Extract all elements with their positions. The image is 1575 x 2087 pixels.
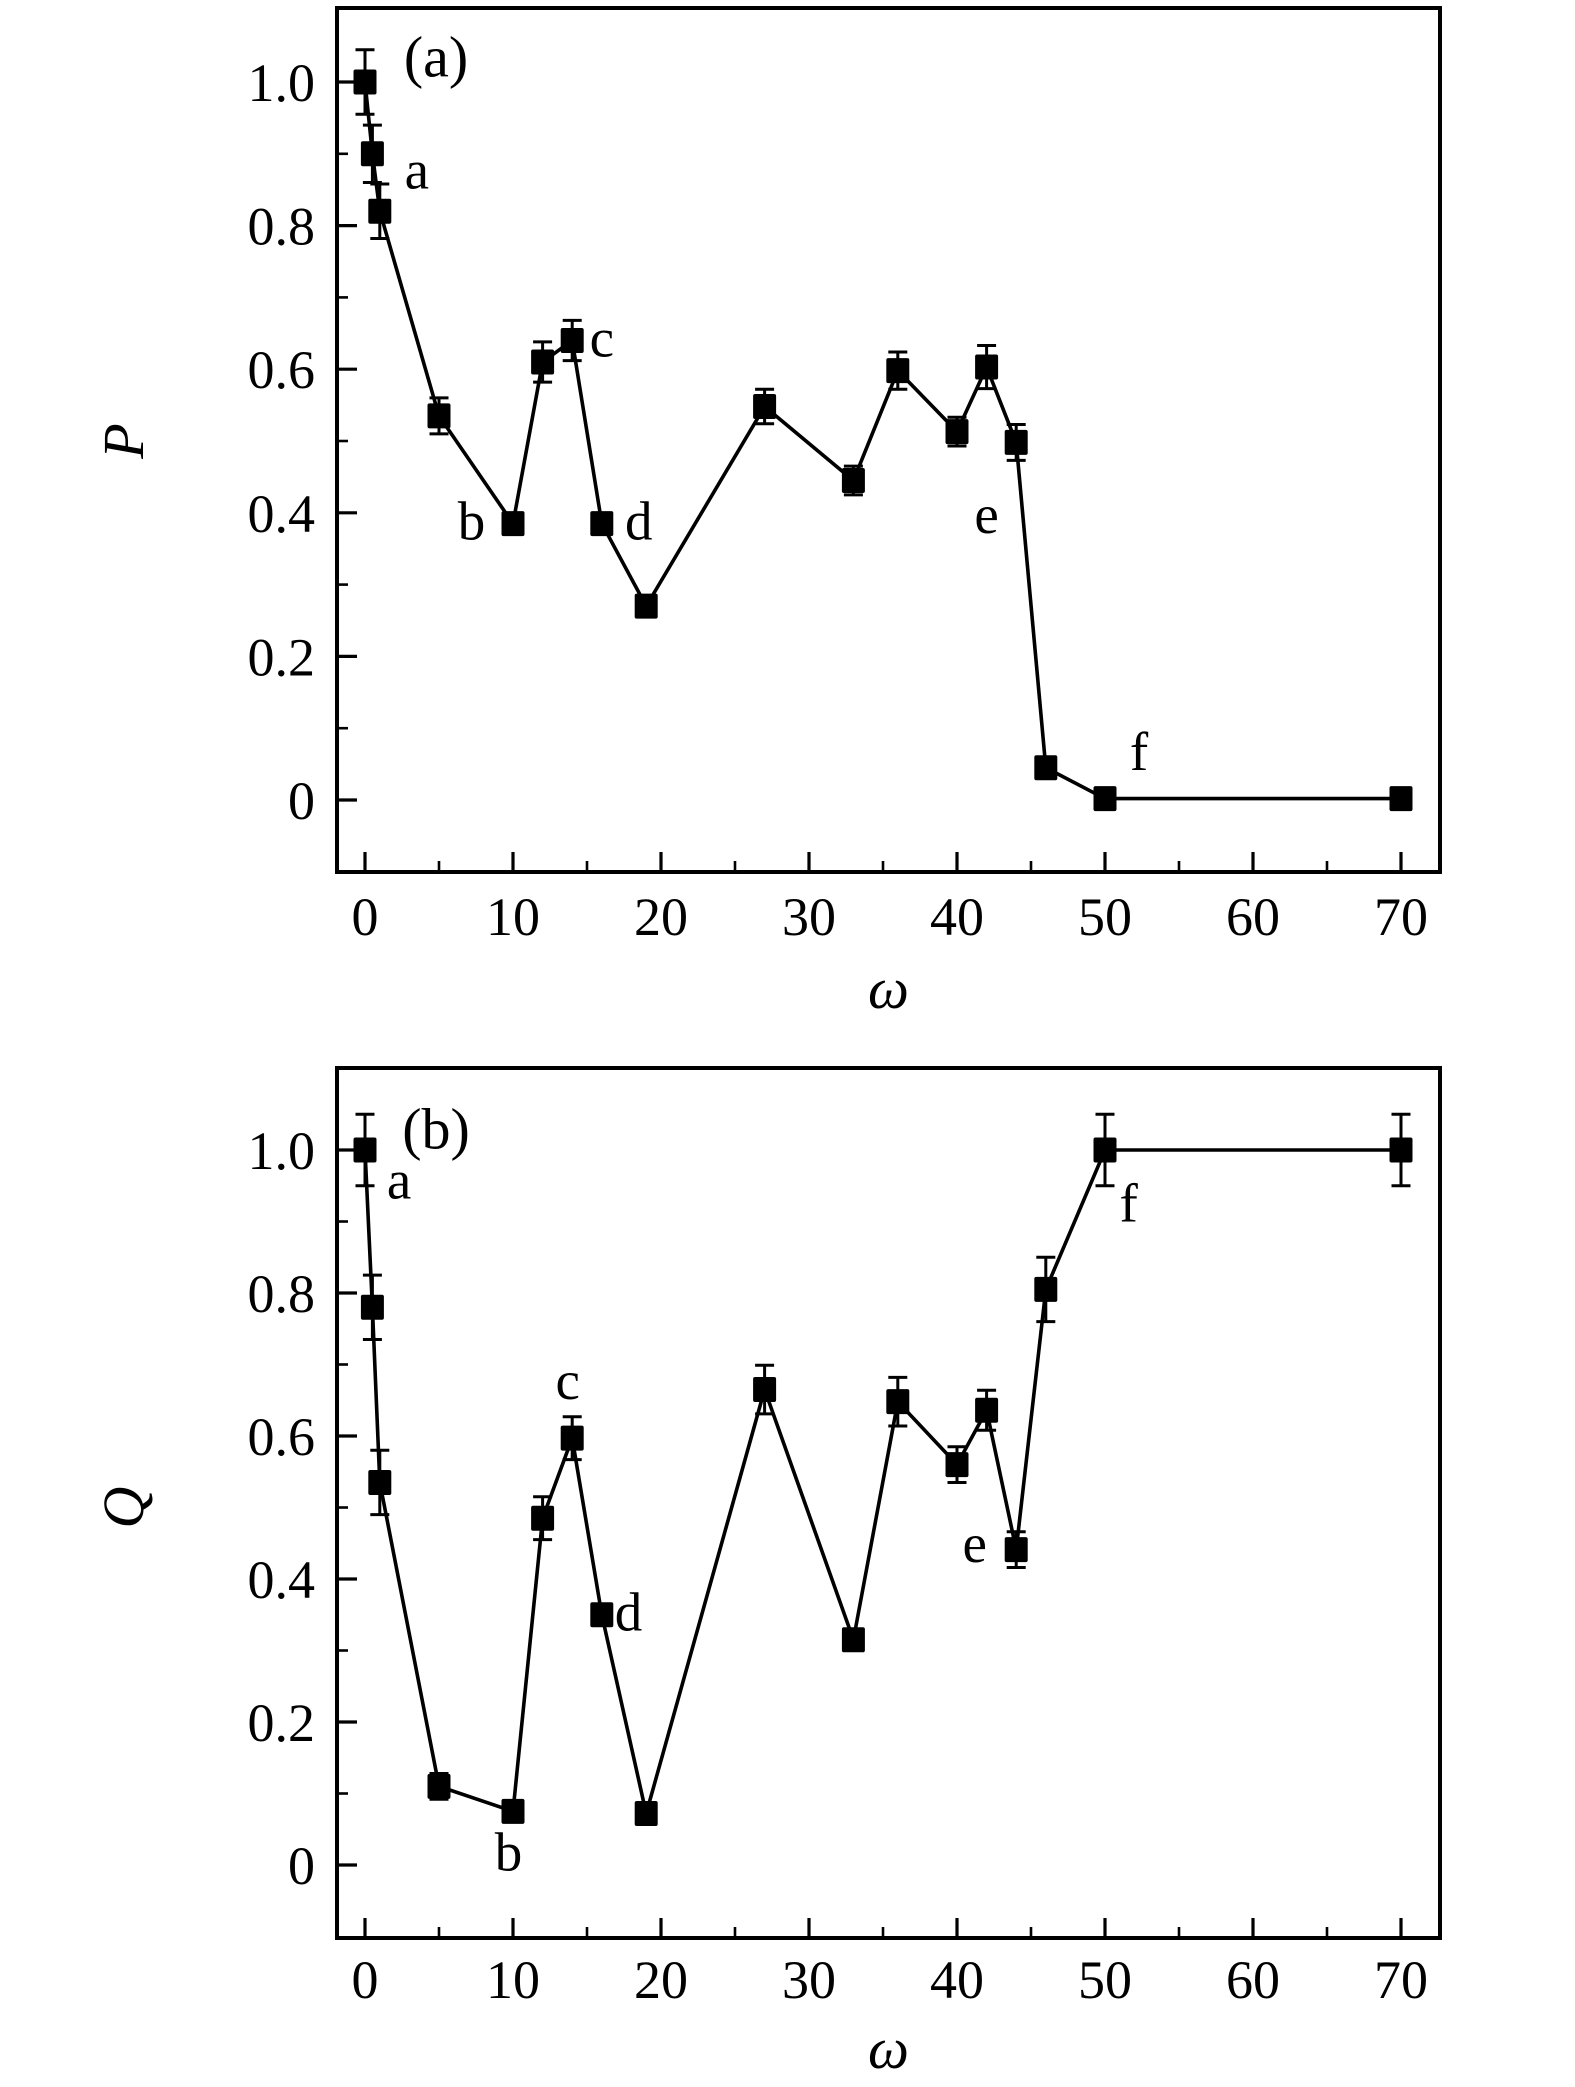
- data-point-marker: [1004, 1537, 1028, 1563]
- x-tick-label: 40: [930, 1950, 984, 2010]
- y-tick-label: 0.8: [248, 1264, 316, 1324]
- data-point-marker: [427, 1773, 451, 1799]
- x-axis-label: ω: [868, 956, 909, 1021]
- point-label-a: a: [387, 1150, 411, 1211]
- x-tick-label: 10: [486, 1950, 540, 2010]
- data-point-marker: [590, 1602, 614, 1628]
- x-tick-label: 10: [486, 887, 540, 947]
- data-point-marker: [1093, 1137, 1117, 1163]
- data-point-marker: [841, 467, 865, 493]
- y-axis-label: P: [91, 423, 156, 459]
- y-tick-label: 1.0: [248, 53, 316, 113]
- x-tick-label: 40: [930, 887, 984, 947]
- data-point-marker: [531, 349, 555, 375]
- data-point-marker: [1389, 1137, 1413, 1163]
- x-tick-label: 50: [1078, 1950, 1132, 2010]
- data-point-marker: [753, 394, 777, 420]
- data-point-marker: [945, 419, 969, 445]
- x-tick-label: 30: [782, 1950, 836, 2010]
- data-point-marker: [590, 511, 614, 537]
- panel-title: (a): [404, 24, 468, 89]
- x-tick-label: 20: [634, 887, 688, 947]
- point-label-a: a: [405, 139, 429, 200]
- point-label-b: b: [458, 490, 486, 551]
- point-label-e: e: [974, 484, 998, 545]
- y-tick-label: 0.2: [248, 1693, 316, 1753]
- point-label-c: c: [590, 307, 614, 368]
- data-point-marker: [945, 1452, 969, 1478]
- data-point-marker: [975, 354, 999, 380]
- y-tick-label: 0: [288, 1836, 315, 1896]
- x-tick-label: 0: [352, 887, 379, 947]
- data-point-marker: [1093, 786, 1117, 812]
- data-point-marker: [560, 1425, 584, 1451]
- point-label-f: f: [1130, 721, 1149, 782]
- y-tick-label: 0.6: [248, 340, 316, 400]
- point-label-b: b: [495, 1822, 523, 1883]
- x-tick-label: 50: [1078, 887, 1132, 947]
- data-point-marker: [560, 327, 584, 353]
- point-label-c: c: [556, 1350, 580, 1411]
- x-tick-label: 0: [352, 1950, 379, 2010]
- panel-title: (b): [402, 1097, 470, 1162]
- data-point-marker: [501, 1798, 525, 1824]
- x-tick-label: 60: [1226, 887, 1280, 947]
- data-point-marker: [1004, 429, 1028, 455]
- y-tick-label: 0: [288, 771, 315, 831]
- y-tick-label: 0.6: [248, 1407, 316, 1467]
- panel-b: 0 10 20 30 40 50 60 70 0 0.2 0.4 0.6 0.8 1.0 ω Q (b)a b c d…: [91, 1066, 1442, 2081]
- data-point-marker: [634, 1801, 658, 1827]
- data-point-marker: [1034, 755, 1058, 781]
- data-point-marker: [501, 511, 525, 537]
- data-point-marker: [353, 1137, 377, 1163]
- data-line: [363, 1148, 1401, 1815]
- y-tick-label: 0.4: [248, 1550, 316, 1610]
- data-point-marker: [886, 1389, 910, 1415]
- data-point-marker: [634, 593, 658, 619]
- x-tick-label: 70: [1374, 1950, 1428, 2010]
- point-label-e: e: [963, 1513, 987, 1574]
- point-label-d: d: [625, 490, 653, 551]
- point-label-f: f: [1120, 1173, 1139, 1234]
- data-point-marker: [368, 198, 392, 224]
- x-tick-label: 70: [1374, 887, 1428, 947]
- y-tick-label: 0.2: [248, 627, 316, 687]
- y-tick-label: 0.4: [248, 484, 316, 544]
- data-point-marker: [427, 403, 451, 429]
- data-point-marker: [531, 1505, 555, 1531]
- data-point-marker: [1389, 786, 1413, 812]
- data-point-marker: [368, 1469, 392, 1495]
- x-tick-label: 30: [782, 887, 836, 947]
- panel-a: 0 10 20 30 40 50 60 70 0 0.2 0.4 0.6 0.8 1.0 ω P (a) a b c d…: [91, 6, 1442, 1021]
- plot-border: [335, 1066, 1442, 1940]
- data-point-marker: [360, 1294, 384, 1320]
- point-label-d: d: [615, 1581, 643, 1642]
- data-point-marker: [841, 1627, 865, 1653]
- data-point-marker: [360, 141, 384, 167]
- data-point-marker: [753, 1377, 777, 1403]
- data-line: [363, 81, 1401, 801]
- x-tick-label: 60: [1226, 1950, 1280, 2010]
- data-point-marker: [1034, 1276, 1058, 1302]
- data-point-marker: [975, 1397, 999, 1423]
- data-point-marker: [353, 69, 377, 95]
- y-tick-label: 0.8: [248, 197, 316, 257]
- plot-border: [335, 6, 1442, 874]
- y-axis-label: Q: [91, 1487, 156, 1529]
- data-point-marker: [886, 358, 910, 384]
- x-tick-label: 20: [634, 1950, 688, 2010]
- y-tick-label: 1.0: [248, 1121, 316, 1181]
- x-axis-label: ω: [868, 2016, 909, 2081]
